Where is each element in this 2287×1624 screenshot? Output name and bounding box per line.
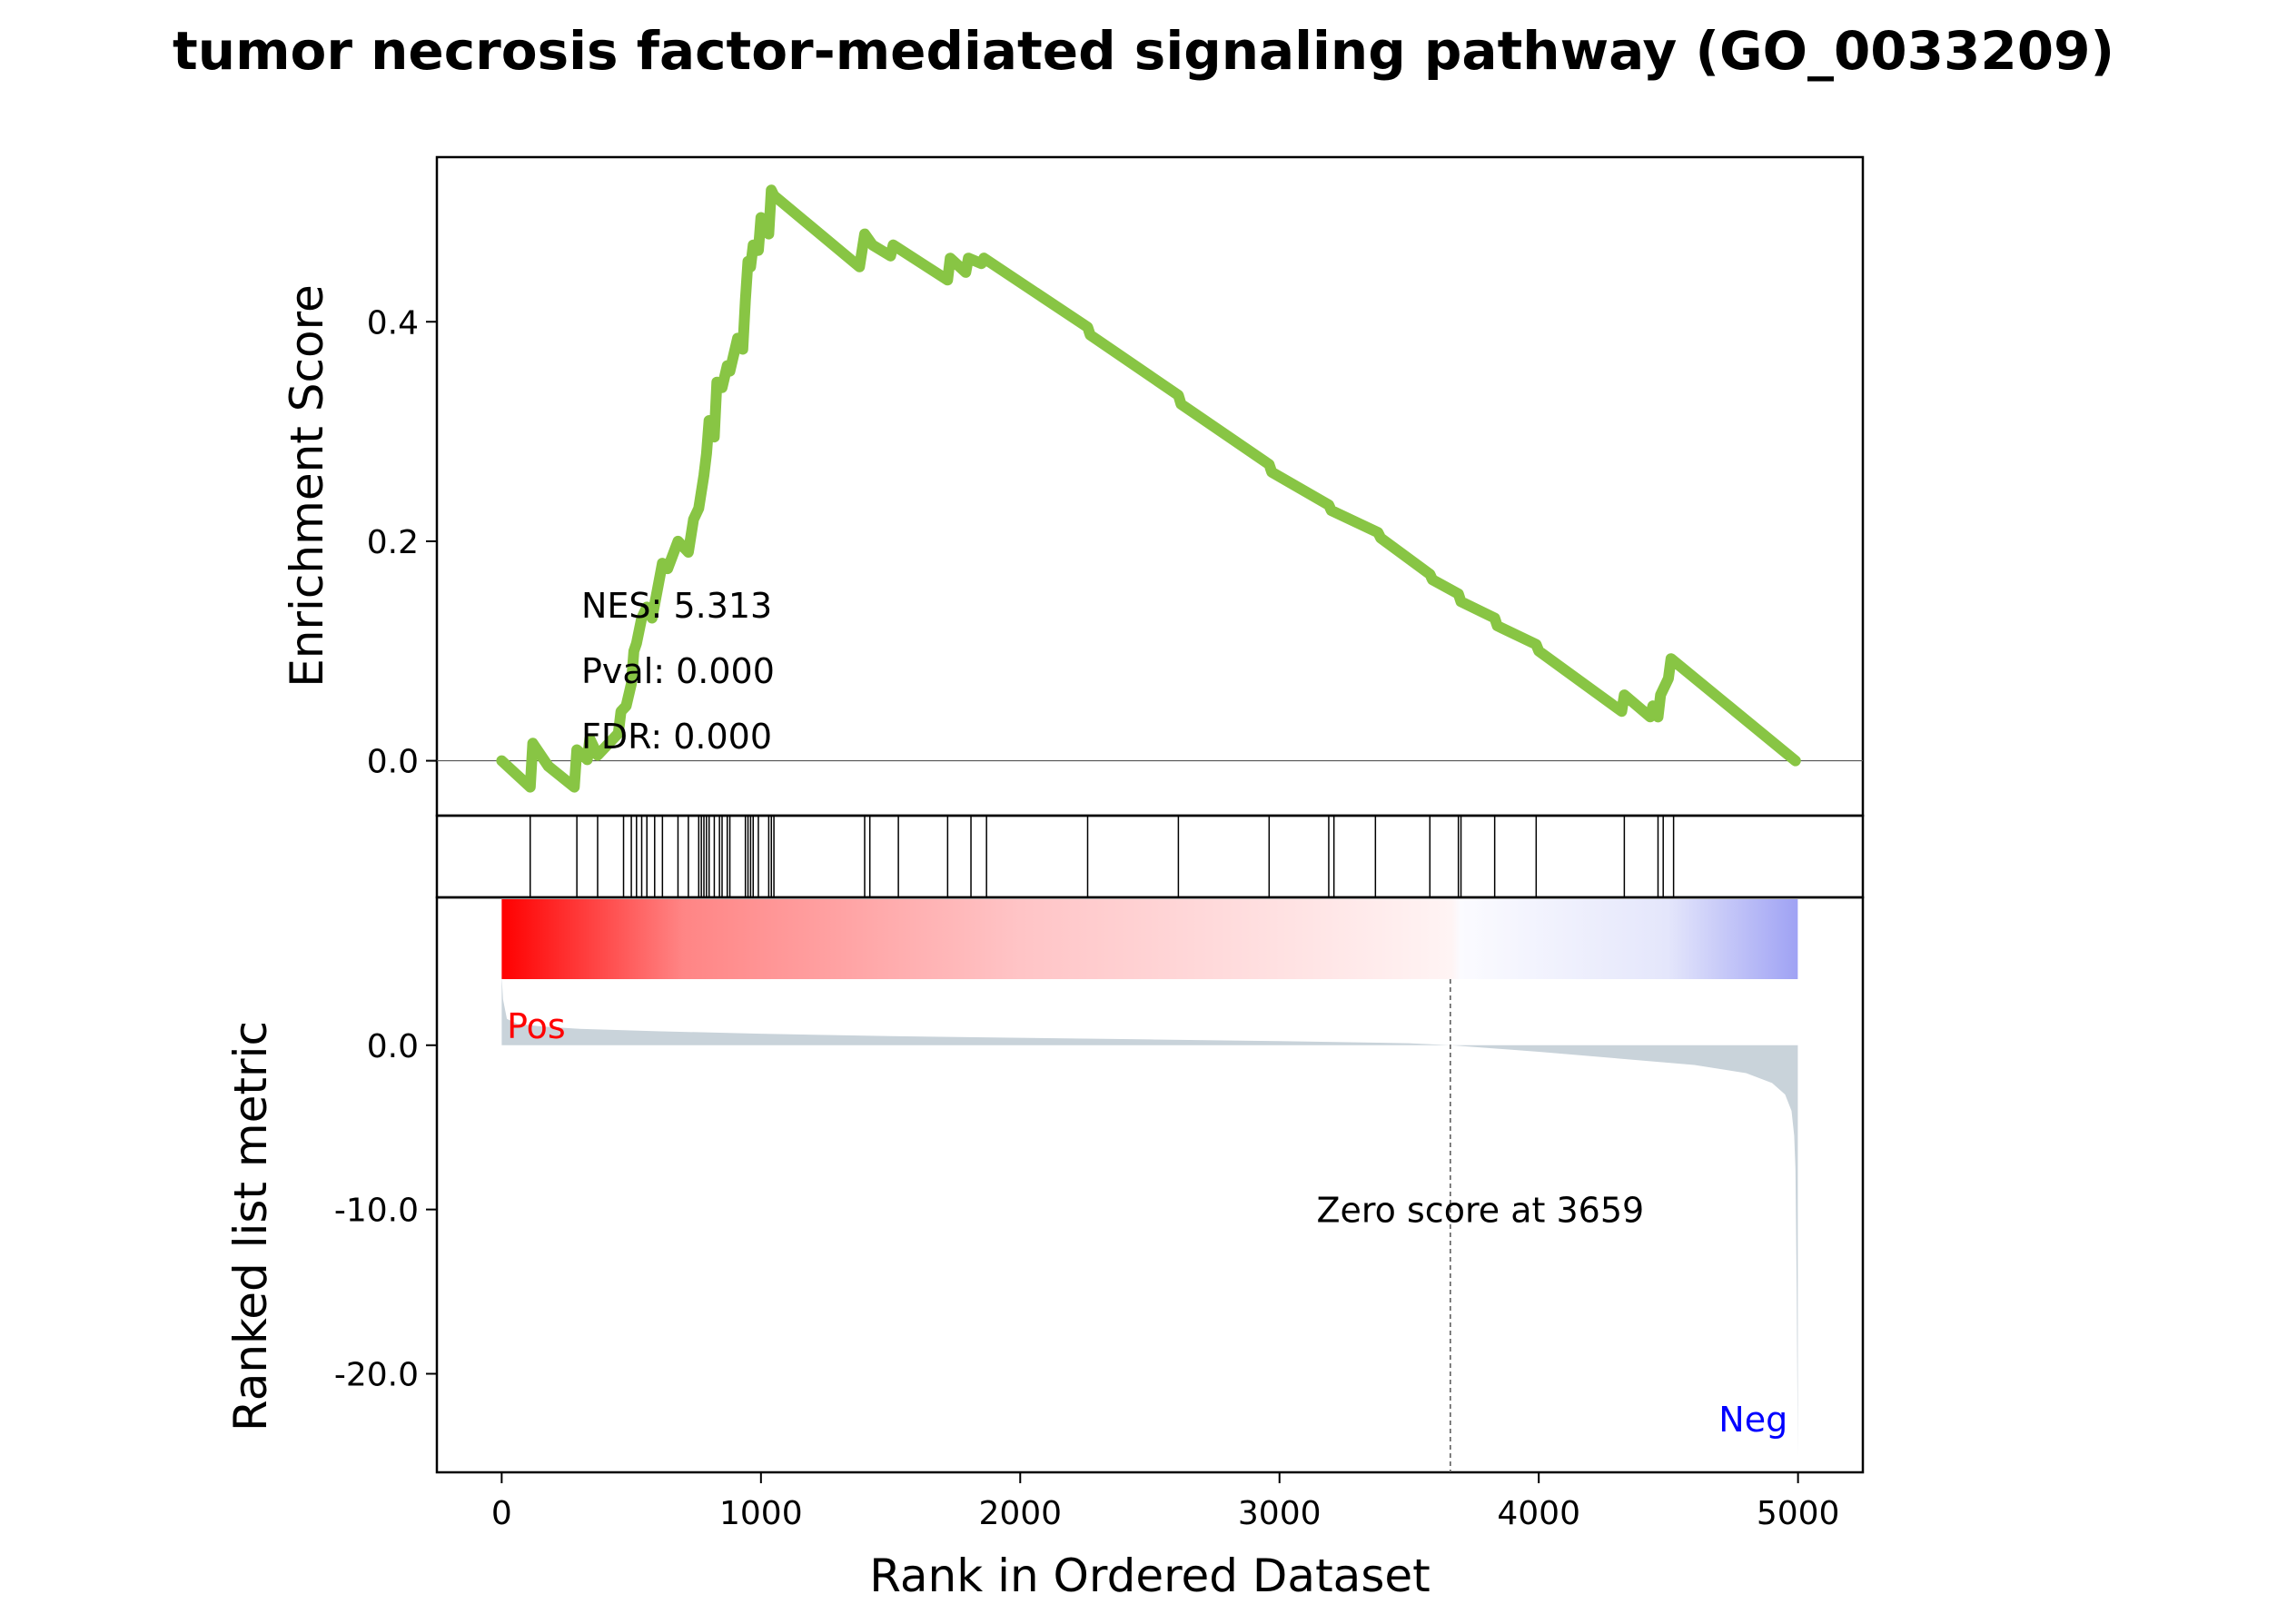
x-axis-ticks: 0 1000 2000 3000 4000 5000: [491, 1472, 1840, 1532]
ranked-metric-y-tick-label: -10.0: [334, 1193, 419, 1230]
rank-color-bar: [501, 899, 1798, 979]
pval-stat: Pval: 0.000: [581, 651, 775, 691]
enrichment-y-label: Enrichment Score: [281, 284, 333, 688]
enrichment-y-tick-label: 0.4: [367, 304, 419, 342]
ranked-metric-panel: Zero score at 3659 Pos Neg 0.0 -10.0 -20.0…: [224, 896, 1865, 1474]
enrichment-y-tick-label: 0.0: [367, 744, 419, 781]
ranked-metric-frame: [435, 896, 1865, 1474]
ranked-metric-y-label: Ranked list metric: [224, 1021, 277, 1431]
x-tick-label: 3000: [1238, 1495, 1322, 1532]
zero-score-label: Zero score at 3659: [1316, 1191, 1644, 1231]
enrichment-panel: 0.0 0.2 0.4 NES: 5.313 Pval: 0.000 FDR: 0.…: [281, 155, 1865, 817]
x-tick-label: 1000: [719, 1495, 803, 1532]
hit-markers: [530, 816, 1675, 897]
nes-stat: NES: 5.313: [581, 586, 772, 626]
x-tick-label: 5000: [1757, 1495, 1840, 1532]
neg-label: Neg: [1718, 1400, 1787, 1440]
ranked-metric-y-tick-label: -20.0: [334, 1356, 419, 1393]
ranked-metric-y-ticks: 0.0 -10.0 -20.0: [334, 1028, 437, 1393]
enrichment-y-tick-label: 0.2: [367, 524, 419, 561]
hits-panel: [435, 814, 1865, 899]
hits-frame: [435, 814, 1865, 899]
x-tick-label: 0: [491, 1495, 512, 1532]
fdr-stat: FDR: 0.000: [581, 717, 772, 757]
chart-title: tumor necrosis factor-mediated signaling…: [173, 20, 2114, 82]
x-axis-label: Rank in Ordered Dataset: [869, 1550, 1430, 1602]
ranked-metric-y-tick-label: 0.0: [367, 1028, 419, 1065]
enrichment-y-ticks: 0.0 0.2 0.4: [367, 304, 437, 781]
x-tick-label: 2000: [978, 1495, 1062, 1532]
enrichment-score-line: [496, 184, 1801, 793]
x-tick-label: 4000: [1497, 1495, 1580, 1532]
pos-label: Pos: [507, 1006, 566, 1046]
